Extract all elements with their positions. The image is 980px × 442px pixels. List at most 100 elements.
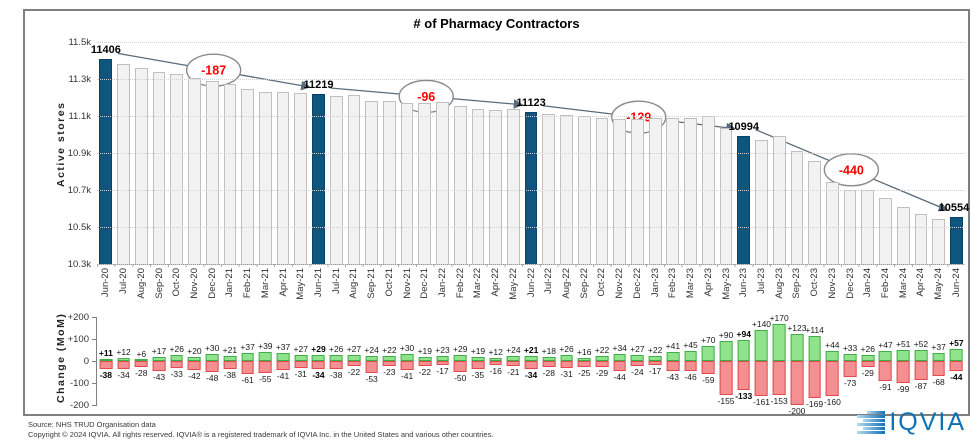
negative-bar bbox=[808, 361, 821, 398]
negative-bar bbox=[702, 361, 715, 374]
bar bbox=[720, 128, 733, 264]
month-label: Mar-23 bbox=[682, 268, 700, 314]
negative-bar bbox=[135, 361, 148, 367]
x-axis-tick-strip bbox=[97, 264, 965, 267]
negative-bar bbox=[542, 361, 555, 367]
positive-value-label: +94 bbox=[737, 329, 751, 339]
mom-column-Jan-21: +21-38 bbox=[221, 317, 239, 405]
negative-bar bbox=[294, 361, 307, 368]
positive-bar bbox=[720, 341, 733, 361]
month-label: Jan-24 bbox=[859, 268, 877, 314]
positive-value-label: +19 bbox=[471, 346, 485, 356]
negative-bar bbox=[383, 361, 396, 366]
negative-value-label: -38 bbox=[100, 370, 112, 380]
month-label: Oct-21 bbox=[381, 268, 399, 314]
negative-bar bbox=[826, 361, 839, 396]
positive-value-label: +21 bbox=[223, 345, 237, 355]
bar bbox=[383, 101, 396, 264]
negative-bar bbox=[224, 361, 237, 369]
positive-value-label: +123 bbox=[787, 323, 806, 333]
negative-bar bbox=[773, 361, 786, 395]
negative-value-label: -43 bbox=[667, 372, 679, 382]
highlighted-bar bbox=[737, 136, 750, 264]
mom-column-Jul-22: +18-28 bbox=[540, 317, 558, 405]
bar bbox=[684, 118, 697, 264]
bar bbox=[489, 110, 502, 264]
negative-value-label: -53 bbox=[365, 374, 377, 384]
positive-value-label: +52 bbox=[914, 339, 928, 349]
month-label: Dec-21 bbox=[416, 268, 434, 314]
bar bbox=[206, 81, 219, 264]
negative-value-label: -55 bbox=[259, 374, 271, 384]
mom-column-May-22: +24-21 bbox=[505, 317, 523, 405]
mom-column-Jun-23: +94 -133 bbox=[735, 317, 753, 405]
y-tick-label: 10.5k bbox=[51, 222, 91, 233]
highlighted-bar bbox=[99, 59, 112, 264]
negative-value-label: -50 bbox=[454, 373, 466, 383]
positive-bar bbox=[791, 334, 804, 361]
mom-column-May-23: +90-155 bbox=[717, 317, 735, 405]
bar bbox=[401, 103, 414, 264]
month-label: Aug-22 bbox=[558, 268, 576, 314]
positive-bar bbox=[666, 352, 679, 361]
positive-value-label: +39 bbox=[258, 341, 272, 351]
negative-value-label: -23 bbox=[383, 367, 395, 377]
mom-column-Sep-22: +16-25 bbox=[575, 317, 593, 405]
positive-value-label: +37 bbox=[240, 342, 254, 352]
mom-column-Dec-21: +19-22 bbox=[416, 317, 434, 405]
month-label: Oct-22 bbox=[593, 268, 611, 314]
month-label: Jul-21 bbox=[327, 268, 345, 314]
bar bbox=[454, 106, 467, 264]
bar bbox=[666, 118, 679, 264]
positive-value-label: +51 bbox=[896, 339, 910, 349]
mom-column-Jul-23: +140-161 bbox=[753, 317, 771, 405]
negative-value-label: -34 bbox=[525, 370, 537, 380]
positive-bar bbox=[826, 351, 839, 361]
positive-value-label: +20 bbox=[187, 346, 201, 356]
y-tick bbox=[92, 361, 97, 362]
mom-column-Apr-22: +12-16 bbox=[487, 317, 505, 405]
positive-value-label: +19 bbox=[418, 346, 432, 356]
positive-value-label: +30 bbox=[400, 343, 414, 353]
positive-value-label: +26 bbox=[329, 344, 343, 354]
negative-bar bbox=[454, 361, 467, 372]
mom-column-Nov-20: +20-42 bbox=[186, 317, 204, 405]
mom-column-Mar-22: +19 -35 bbox=[469, 317, 487, 405]
gridline bbox=[97, 79, 965, 80]
y-tick-label: +100 bbox=[49, 334, 89, 345]
bar-value-label: 10554 bbox=[939, 202, 970, 214]
negative-bar bbox=[418, 361, 431, 366]
negative-bar bbox=[596, 361, 609, 367]
bar bbox=[826, 182, 839, 264]
mom-column-Oct-22: +22-29 bbox=[593, 317, 611, 405]
mom-column-Feb-22: +29-50 bbox=[451, 317, 469, 405]
gridline bbox=[97, 42, 965, 43]
negative-value-label: -21 bbox=[507, 367, 519, 377]
bar bbox=[631, 119, 644, 264]
bar bbox=[755, 140, 768, 265]
negative-bar bbox=[153, 361, 166, 371]
chart-title: # of Pharmacy Contractors bbox=[25, 16, 968, 31]
bar bbox=[135, 68, 148, 265]
month-label: Dec-20 bbox=[203, 268, 221, 314]
positive-value-label: +27 bbox=[347, 344, 361, 354]
negative-value-label: -46 bbox=[684, 372, 696, 382]
negative-bar bbox=[489, 361, 502, 365]
bar bbox=[188, 78, 201, 264]
month-label: Sep-23 bbox=[788, 268, 806, 314]
negative-bar bbox=[879, 361, 892, 381]
mom-column-Mar-23: +45-46 bbox=[682, 317, 700, 405]
y-tick-label: 10.7k bbox=[51, 185, 91, 196]
gridline bbox=[97, 153, 965, 154]
mom-column-Aug-20: +6-28 bbox=[132, 317, 150, 405]
y-tick bbox=[92, 405, 97, 406]
negative-value-label: -133 bbox=[735, 391, 752, 401]
chart-frame: # of Pharmacy Contractors Active stores … bbox=[23, 9, 970, 416]
negative-bar bbox=[649, 361, 662, 365]
positive-value-label: +12 bbox=[488, 347, 502, 357]
negative-value-label: -35 bbox=[472, 370, 484, 380]
bar bbox=[879, 198, 892, 264]
negative-value-label: -48 bbox=[206, 373, 218, 383]
highlighted-bar bbox=[525, 112, 538, 264]
positive-bar bbox=[844, 354, 857, 361]
